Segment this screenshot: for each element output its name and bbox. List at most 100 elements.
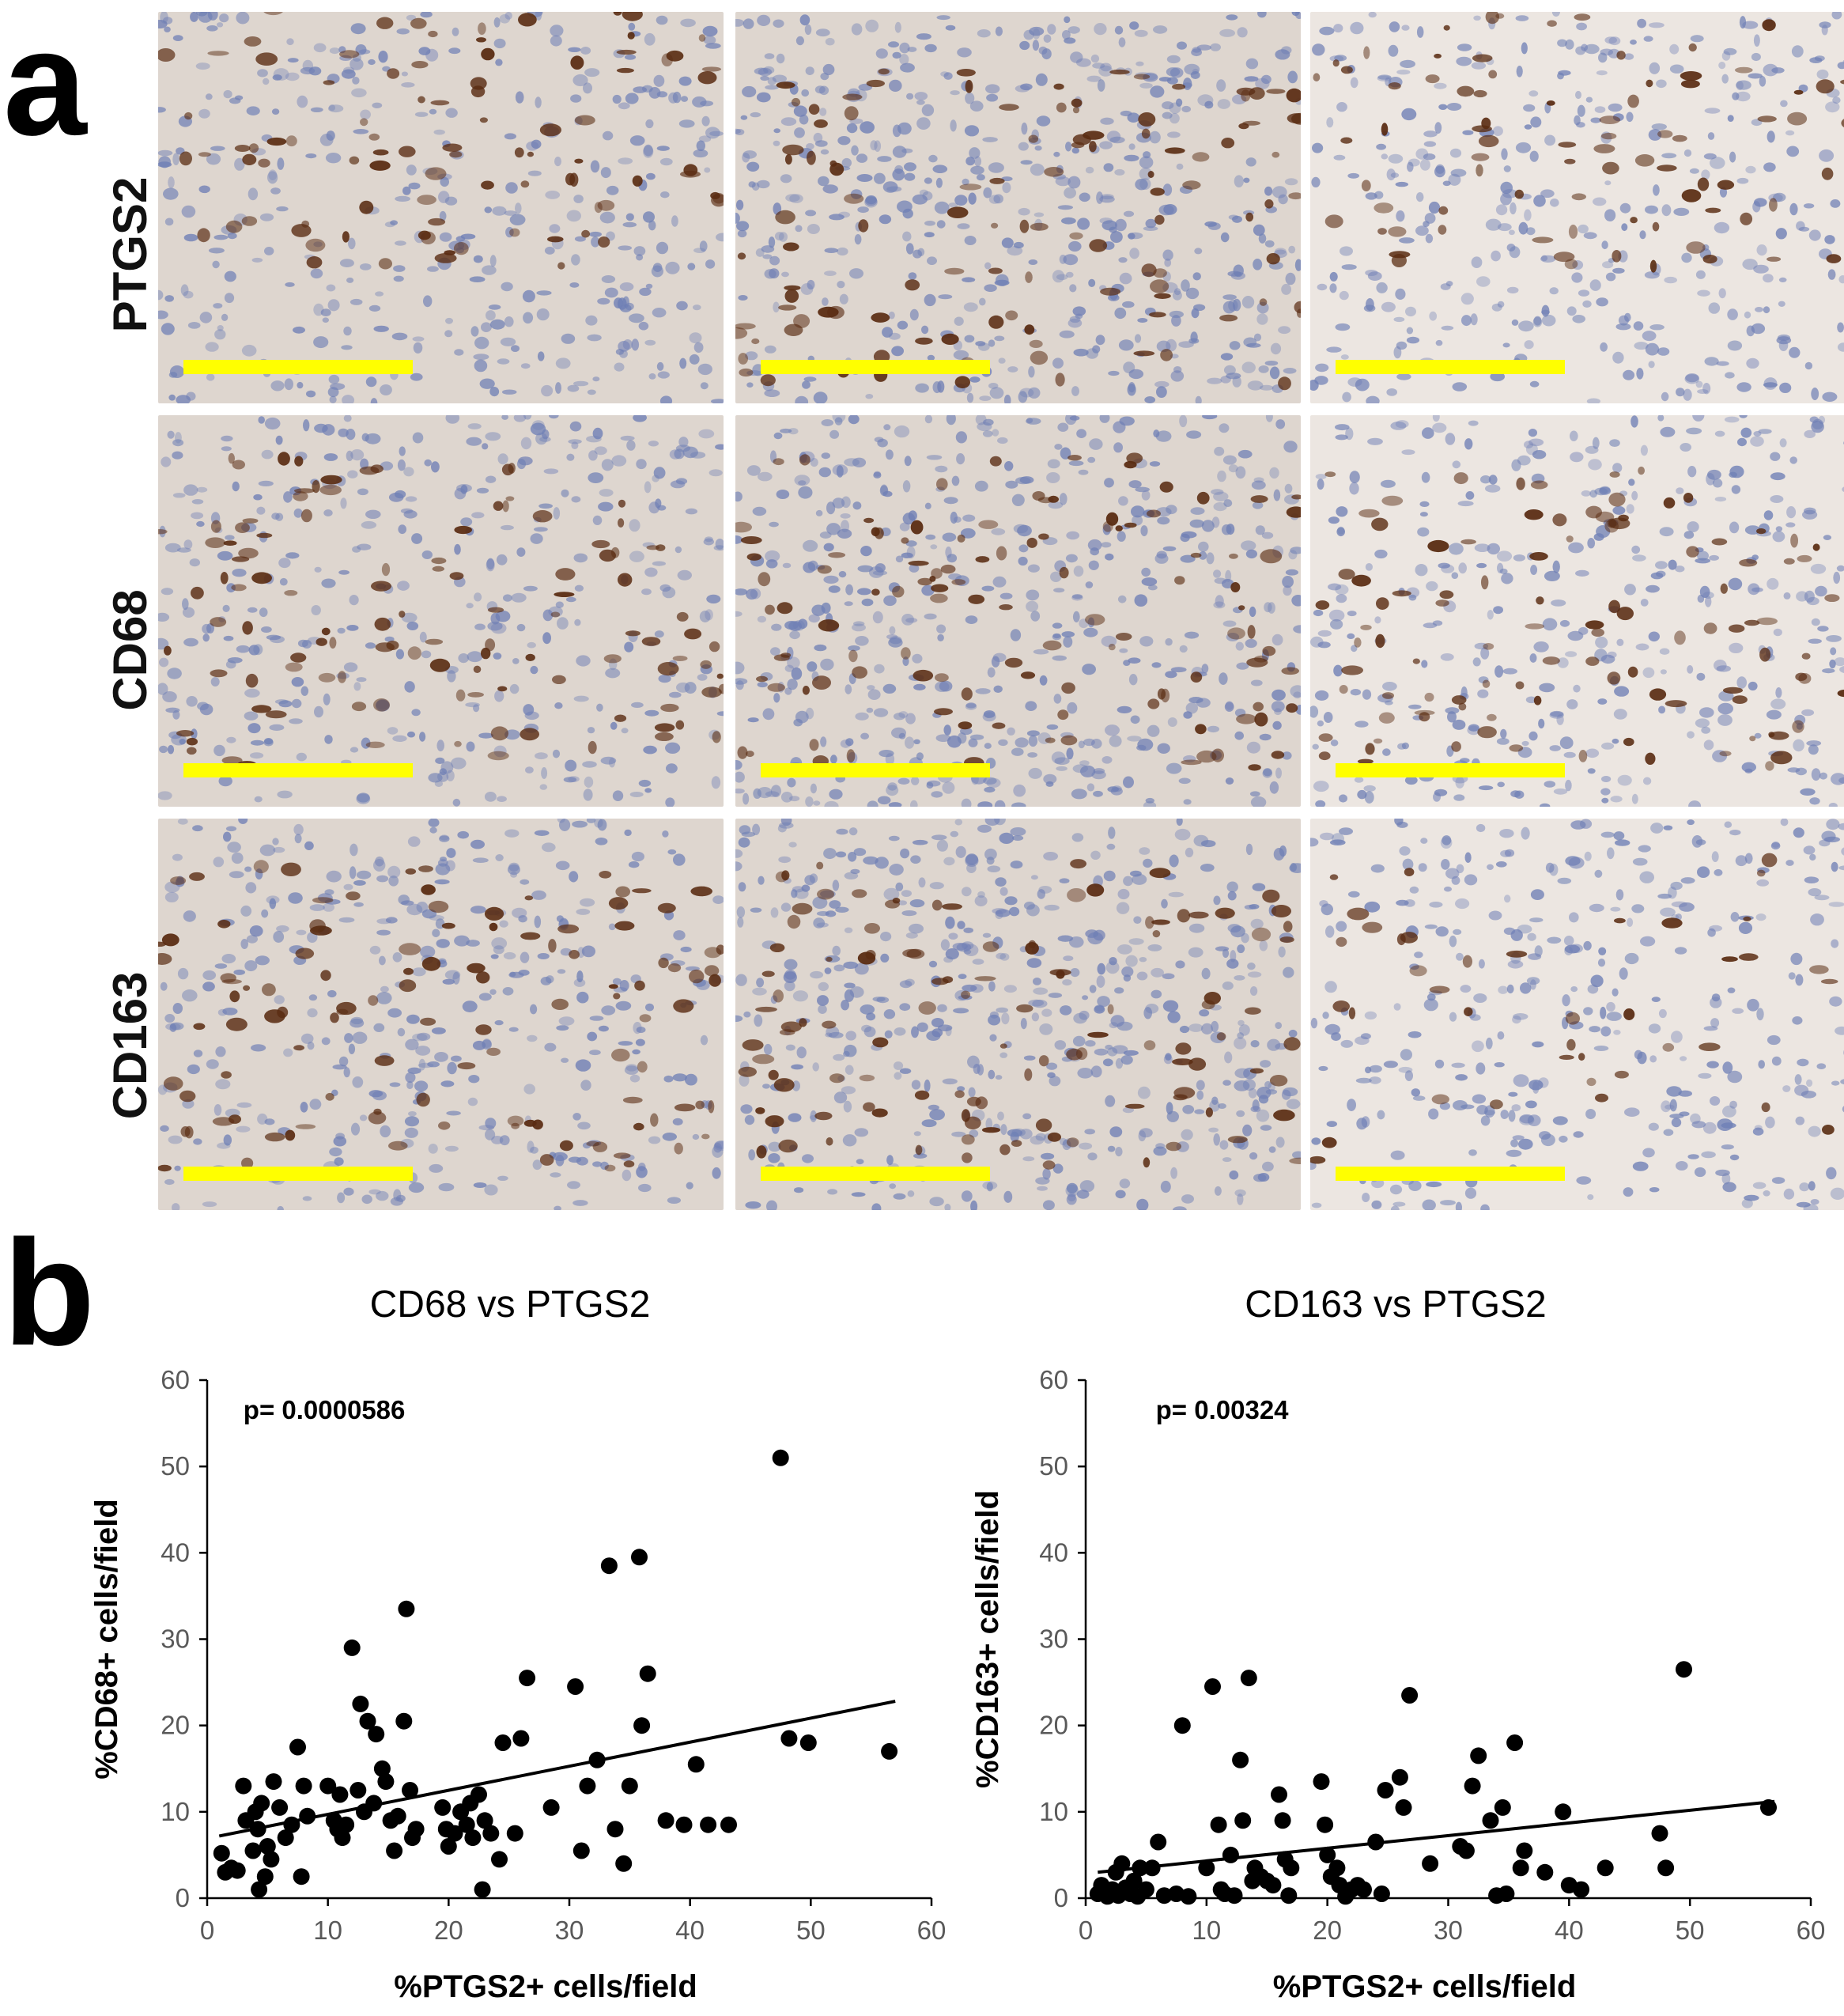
data-point [1401,1687,1419,1704]
scale-bar [761,1167,990,1181]
data-point [621,1777,638,1795]
data-point [263,1851,280,1868]
p-value-annotation: p= 0.0000586 [244,1395,406,1424]
data-point [1536,1863,1554,1881]
row-label-cd68: CD68 [104,589,157,711]
y-tick-label: 60 [161,1365,190,1394]
data-point [1457,1842,1475,1859]
data-point [1512,1859,1529,1877]
data-point [319,1777,337,1795]
data-point [256,1868,274,1886]
data-point [567,1678,584,1695]
data-point [1470,1747,1487,1764]
trendline [218,1700,896,1838]
micrograph-cd163-2 [735,819,1301,1210]
micrograph-ptgs2-3 [1310,12,1844,403]
y-tick-label: 50 [1039,1451,1068,1481]
scale-bar [1336,763,1565,777]
x-tick-label: 0 [1079,1916,1093,1945]
scatter-plots: 0 10 20 30 40 50 60 0 10 20 30 40 50 60 CD68 vs PTGS2 p… [89,1284,1825,2004]
data-point [1391,1768,1408,1786]
data-point [259,1838,276,1855]
data-point [1280,1887,1298,1904]
y-tick-label: 0 [1054,1883,1068,1912]
micrograph-cd68-3 [1310,415,1844,807]
x-tick-label: 50 [796,1916,826,1945]
x-tick-label: 40 [675,1916,705,1945]
data-point [458,1816,475,1833]
data-point [389,1807,406,1825]
data-point [213,1844,230,1862]
data-point [244,1842,262,1859]
micrograph-texture [158,415,724,807]
data-point [519,1670,536,1687]
data-point [1226,1887,1243,1904]
data-point [289,1738,306,1756]
data-point [253,1795,270,1812]
micrograph-texture [735,12,1301,403]
scale-bar [761,360,990,374]
y-axis-label: %CD68+ cells/field [89,1499,124,1780]
data-point [1210,1816,1227,1833]
scale-bar [1336,1167,1565,1181]
data-point [1657,1859,1675,1877]
data-point [373,1760,391,1777]
data-point [506,1825,523,1842]
x-tick-label: 20 [1313,1916,1342,1945]
y-tick-label: 60 [1039,1365,1068,1394]
data-point [482,1825,500,1842]
data-point [639,1665,656,1682]
panel-label-b: b [3,1209,96,1377]
y-tick-label: 50 [161,1451,190,1481]
data-point [1204,1678,1221,1695]
data-point [657,1812,674,1829]
data-point [368,1726,385,1743]
data-point [1232,1751,1249,1768]
chart-title: CD163 vs PTGS2 [1245,1284,1546,1326]
data-point [440,1838,457,1855]
data-point [1328,1859,1346,1877]
data-point [295,1777,312,1795]
data-point [265,1773,282,1791]
x-tick-label: 60 [1797,1916,1826,1945]
data-point [1283,1859,1300,1877]
data-point [700,1816,717,1833]
data-point [331,1786,349,1803]
scatter-chart-cd163: 0 10 20 30 40 50 60 0 10 20 30 40 50 60 CD163 vs PTGS2… [970,1284,1825,2004]
micrograph-ptgs2-1 [158,12,724,403]
data-point [277,1829,294,1847]
data-point [512,1730,530,1747]
data-point [491,1851,508,1868]
data-point [398,1600,415,1617]
micrograph-texture [1310,12,1844,403]
y-tick-label: 20 [161,1711,190,1740]
data-point [446,1825,463,1842]
scale-bar [183,1167,413,1181]
x-tick-label: 60 [917,1916,947,1945]
micrograph-texture [158,12,724,403]
data-point [1651,1825,1668,1842]
data-point [338,1816,355,1833]
data-point [271,1799,289,1816]
data-point [1516,1842,1533,1859]
data-point [1180,1888,1197,1905]
data-point [1313,1773,1330,1791]
x-tick-label: 30 [1434,1916,1463,1945]
micrograph-cd68-1 [158,415,724,807]
x-axis-label: %PTGS2+ cells/field [1273,1969,1577,2004]
data-point [350,1782,367,1799]
y-tick-label: 10 [161,1797,190,1826]
data-point [395,1712,413,1730]
micrograph-texture [1310,819,1844,1210]
data-point [606,1821,624,1838]
data-point [1137,1881,1154,1898]
data-point [1150,1833,1167,1851]
micrograph-ptgs2-2 [735,12,1301,403]
x-tick-label: 0 [200,1916,214,1945]
y-tick-label: 0 [176,1883,190,1912]
data-point [579,1777,596,1795]
data-point [407,1821,425,1838]
data-point [1676,1661,1692,1678]
data-point [251,1881,268,1898]
data-point [1596,1859,1614,1877]
